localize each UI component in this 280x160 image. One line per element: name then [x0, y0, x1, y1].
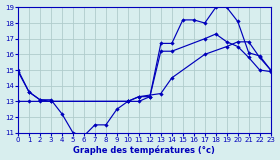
X-axis label: Graphe des températures (°c): Graphe des températures (°c): [73, 146, 215, 155]
